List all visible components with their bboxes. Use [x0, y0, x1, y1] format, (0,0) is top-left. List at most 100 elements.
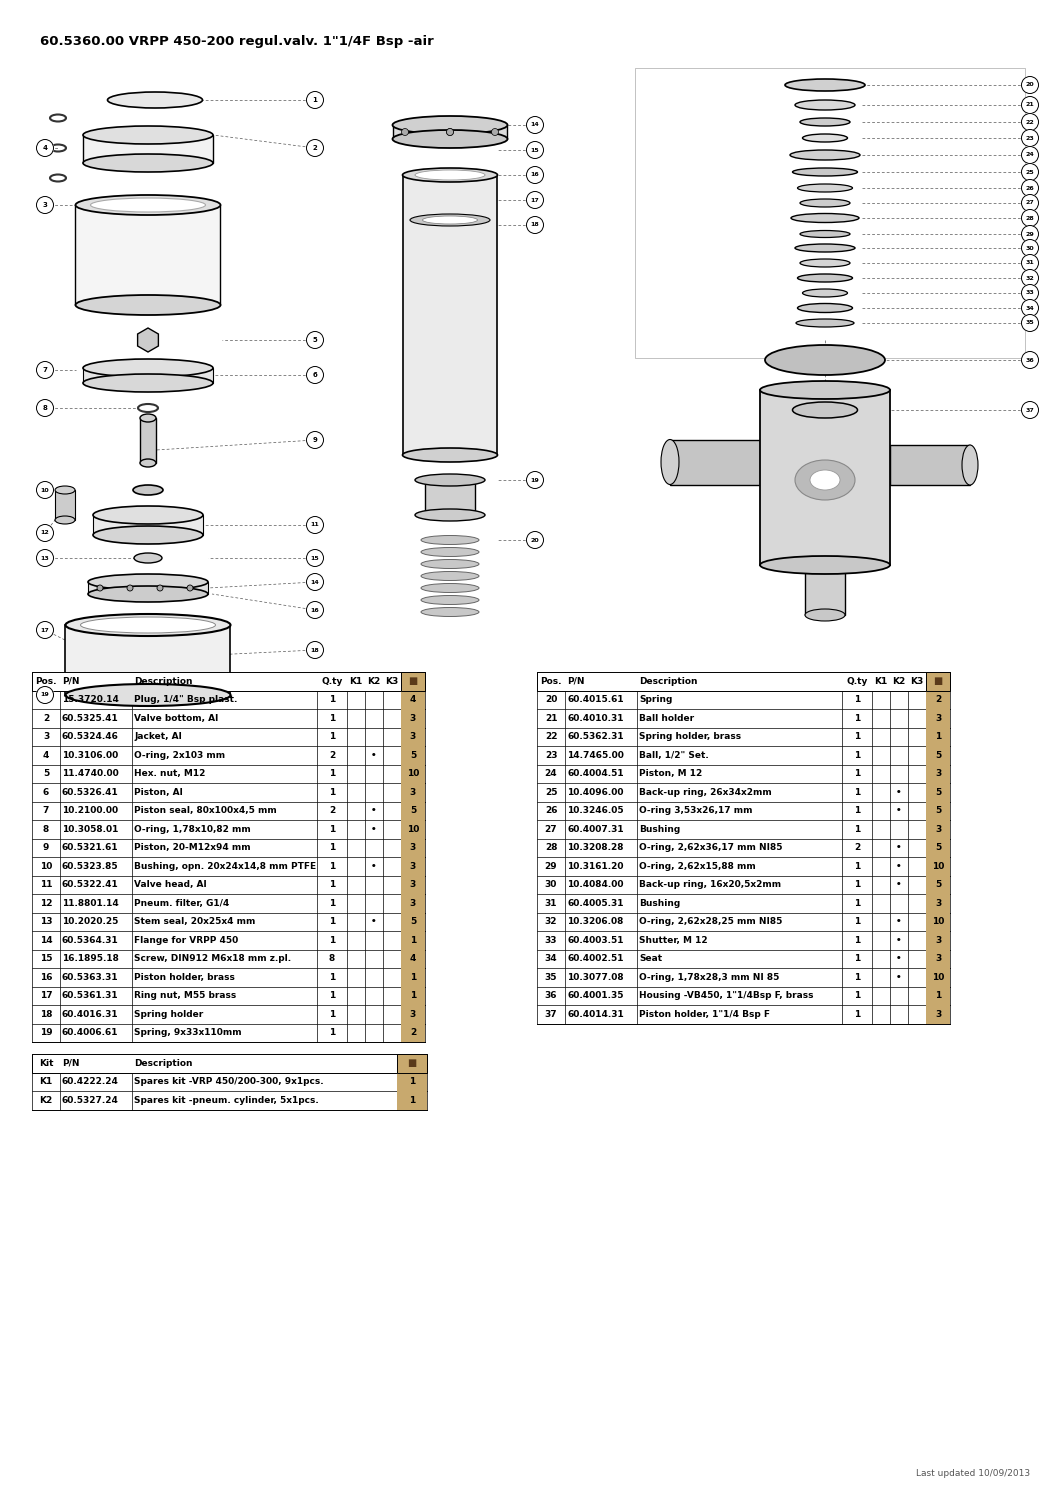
Text: 32: 32 — [545, 918, 558, 927]
Circle shape — [1022, 352, 1039, 368]
Ellipse shape — [140, 460, 156, 467]
Ellipse shape — [790, 150, 860, 160]
Ellipse shape — [393, 115, 508, 135]
Text: 1: 1 — [408, 1096, 415, 1105]
Bar — [926, 783, 950, 801]
Bar — [926, 672, 950, 690]
Circle shape — [36, 524, 54, 542]
Ellipse shape — [760, 382, 890, 400]
Text: Back-up ring, 26x34x2mm: Back-up ring, 26x34x2mm — [639, 787, 771, 796]
Bar — [926, 728, 950, 746]
Text: Kit: Kit — [39, 1058, 53, 1067]
Text: 10: 10 — [932, 918, 944, 927]
Text: 5: 5 — [935, 843, 942, 852]
Bar — [926, 856, 950, 876]
Text: 15: 15 — [531, 148, 540, 153]
Text: 3: 3 — [409, 1010, 416, 1019]
Text: 1: 1 — [854, 732, 860, 741]
Ellipse shape — [55, 487, 75, 494]
Text: 1: 1 — [329, 769, 335, 778]
Text: 21: 21 — [1025, 102, 1035, 108]
Text: O-ring, 2,62x36,17 mm NI85: O-ring, 2,62x36,17 mm NI85 — [639, 843, 783, 852]
Text: 33: 33 — [1025, 290, 1035, 295]
Bar — [805, 564, 845, 615]
Text: 18: 18 — [311, 648, 320, 653]
Text: 60.5362.31: 60.5362.31 — [567, 732, 623, 741]
Text: Spring holder, brass: Spring holder, brass — [639, 732, 741, 741]
Bar — [537, 672, 950, 690]
Text: 1: 1 — [329, 880, 335, 889]
Text: 10.3077.08: 10.3077.08 — [567, 973, 623, 982]
Circle shape — [307, 331, 324, 349]
Text: 14: 14 — [311, 579, 320, 584]
Bar — [32, 949, 425, 969]
Text: 1: 1 — [854, 787, 860, 796]
Text: 2: 2 — [43, 714, 49, 723]
Text: 10.2100.00: 10.2100.00 — [62, 807, 118, 816]
Text: 32: 32 — [1025, 275, 1035, 280]
Text: 1: 1 — [854, 825, 860, 834]
Circle shape — [1022, 210, 1039, 226]
Text: 1: 1 — [329, 732, 335, 741]
Ellipse shape — [88, 573, 208, 590]
Text: 3: 3 — [409, 843, 416, 852]
Text: 16.1895.18: 16.1895.18 — [62, 954, 118, 963]
Circle shape — [307, 549, 324, 566]
Text: Piston, M 12: Piston, M 12 — [639, 769, 703, 778]
Ellipse shape — [803, 289, 847, 296]
Circle shape — [1022, 284, 1039, 301]
Text: 1: 1 — [329, 1010, 335, 1019]
Bar — [401, 949, 425, 969]
Bar — [401, 710, 425, 728]
Ellipse shape — [800, 118, 850, 126]
Ellipse shape — [97, 585, 103, 591]
Text: 16: 16 — [531, 172, 540, 178]
Text: Jacket, Al: Jacket, Al — [134, 732, 182, 741]
Bar — [393, 126, 507, 139]
Bar — [397, 1091, 427, 1109]
Ellipse shape — [791, 214, 859, 223]
Text: 3: 3 — [409, 714, 416, 723]
Circle shape — [527, 117, 544, 133]
Bar — [397, 1054, 427, 1072]
Text: 1: 1 — [408, 1078, 415, 1087]
Circle shape — [1022, 180, 1039, 196]
Text: 37: 37 — [545, 1010, 558, 1019]
Text: 8: 8 — [329, 954, 335, 963]
Circle shape — [36, 196, 54, 214]
Text: 1: 1 — [329, 898, 335, 907]
Text: 10.3106.00: 10.3106.00 — [62, 751, 118, 760]
Text: 3: 3 — [409, 880, 416, 889]
Text: P/N: P/N — [62, 677, 79, 686]
Bar — [32, 913, 425, 931]
Text: 6: 6 — [312, 371, 317, 379]
Text: 60.4007.31: 60.4007.31 — [567, 825, 623, 834]
Text: 5: 5 — [935, 751, 942, 760]
Ellipse shape — [805, 609, 845, 621]
Ellipse shape — [127, 585, 133, 591]
Text: 1: 1 — [854, 807, 860, 816]
Ellipse shape — [795, 460, 855, 500]
Bar — [537, 876, 950, 894]
Ellipse shape — [108, 91, 202, 108]
Text: •: • — [896, 807, 901, 816]
Bar — [32, 969, 425, 987]
Text: 11.4740.00: 11.4740.00 — [62, 769, 118, 778]
Text: 5: 5 — [409, 751, 416, 760]
Text: 2: 2 — [935, 695, 942, 704]
Text: 5: 5 — [935, 787, 942, 796]
Ellipse shape — [795, 100, 855, 109]
Bar — [537, 783, 950, 801]
Ellipse shape — [962, 445, 978, 485]
Ellipse shape — [446, 129, 454, 136]
Text: 9: 9 — [312, 437, 317, 443]
Ellipse shape — [798, 274, 853, 281]
Text: O-ring, 2,62x15,88 mm: O-ring, 2,62x15,88 mm — [639, 862, 755, 871]
Bar — [926, 1004, 950, 1024]
Text: 10: 10 — [40, 488, 50, 493]
Bar — [32, 1072, 427, 1091]
Text: 26: 26 — [1025, 186, 1035, 190]
Text: 60.4006.61: 60.4006.61 — [62, 1028, 118, 1037]
Bar — [32, 1024, 425, 1042]
Text: 8: 8 — [43, 825, 49, 834]
